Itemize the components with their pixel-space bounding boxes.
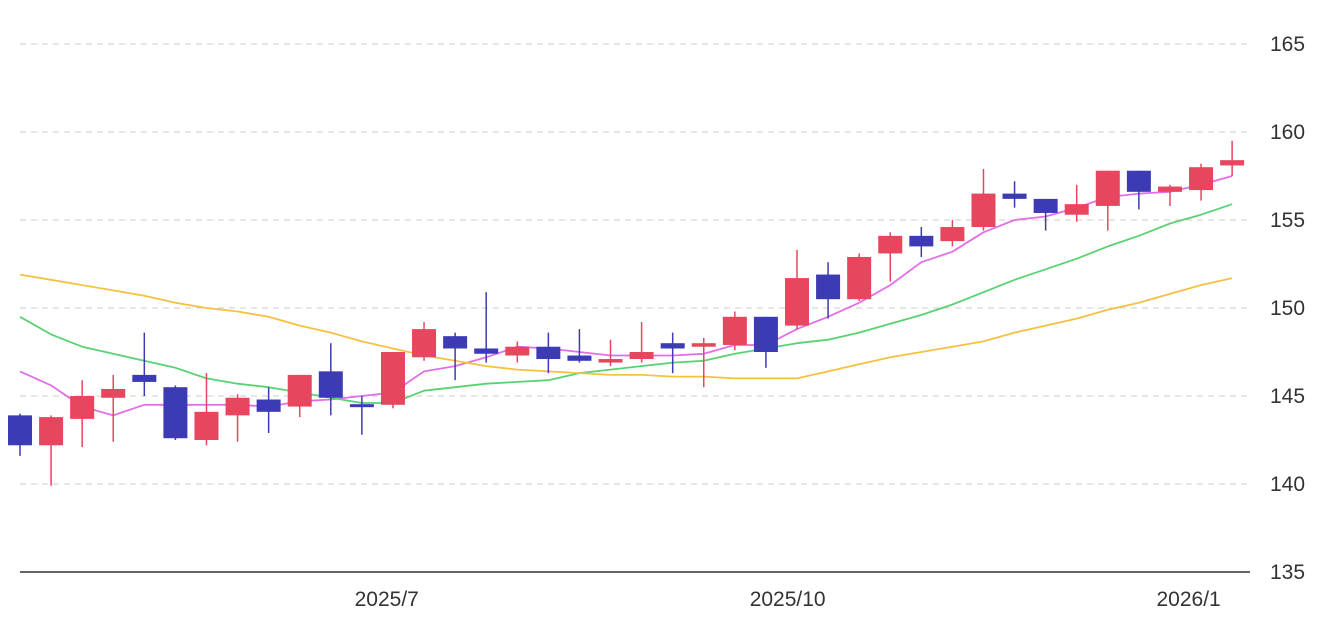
x-tick-label: 2026/1 — [1156, 588, 1220, 611]
candle-up — [1189, 163, 1214, 201]
y-axis-tick-labels: 135 140 145 150 155 160 165 — [1270, 33, 1305, 584]
y-tick-label: 135 — [1270, 561, 1305, 584]
candle-up — [1095, 170, 1120, 231]
candle-body — [785, 278, 809, 326]
candle-body — [474, 348, 499, 354]
candle-down — [132, 332, 157, 396]
y-tick-label: 155 — [1270, 209, 1305, 232]
candle-body — [660, 343, 685, 349]
candle-down — [753, 316, 778, 368]
candle-body — [443, 336, 468, 349]
candle-up — [785, 249, 809, 330]
candle-body — [1157, 186, 1182, 192]
candle-body — [536, 346, 561, 360]
candle-body — [1002, 193, 1027, 199]
candle-body — [132, 374, 157, 382]
candle-body — [722, 316, 747, 345]
candle-body — [1064, 204, 1089, 215]
candle-body — [940, 227, 965, 242]
candle-up — [940, 220, 965, 247]
candle-body — [194, 411, 219, 440]
candle-body — [1126, 170, 1151, 192]
candle-down — [349, 396, 374, 435]
candle-down — [816, 262, 841, 319]
x-tick-label: 2025/10 — [750, 588, 826, 611]
candle-body — [287, 374, 312, 407]
candle-body — [629, 352, 654, 360]
candle-down — [536, 332, 561, 374]
ma-mid-line — [19, 203, 1233, 404]
candle-up — [847, 253, 872, 301]
candle-down — [660, 332, 685, 374]
y-tick-label: 140 — [1270, 473, 1305, 496]
candle-up — [39, 415, 64, 486]
candle-up — [878, 232, 903, 282]
candle-body — [1033, 198, 1058, 213]
candle-down — [256, 387, 281, 433]
ma-short-line — [19, 175, 1233, 417]
candle-body — [847, 256, 872, 300]
candle-body — [816, 274, 841, 300]
candle-up — [629, 322, 654, 363]
candle-body — [598, 359, 623, 363]
candle-body — [380, 352, 405, 405]
candle-up — [691, 337, 716, 388]
candle-down — [567, 329, 592, 363]
candle-up — [70, 380, 95, 448]
candle-up — [1220, 140, 1245, 176]
y-tick-label: 150 — [1270, 297, 1305, 320]
candle-up — [1157, 184, 1182, 206]
candle-body — [349, 404, 374, 408]
candle-down — [474, 292, 499, 363]
candle-down — [1033, 198, 1058, 231]
candle-body — [8, 415, 32, 446]
y-tick-label: 165 — [1270, 33, 1305, 56]
x-axis-tick-labels: 2025/7 2025/10 2026/1 — [355, 588, 1221, 611]
candle-down — [909, 227, 934, 257]
x-tick-label: 2025/7 — [355, 588, 419, 611]
candle-down — [1126, 170, 1151, 210]
candle-body — [753, 316, 778, 352]
candle-body — [163, 387, 188, 439]
candle-body — [505, 346, 530, 356]
candle-up — [101, 374, 126, 442]
candle-up — [1064, 184, 1089, 222]
candle-down — [8, 413, 32, 456]
candle-up — [194, 373, 219, 446]
candle-body — [971, 193, 996, 228]
candle-body — [225, 397, 250, 416]
candle-body — [691, 343, 716, 347]
candle-down — [163, 385, 188, 440]
candle-up — [598, 339, 623, 367]
candle-body — [878, 235, 903, 254]
moving-average-lines — [19, 175, 1233, 417]
y-tick-label: 160 — [1270, 121, 1305, 144]
candle-up — [225, 394, 250, 442]
candle-up — [505, 341, 530, 363]
candles — [8, 140, 1245, 486]
candle-body — [1189, 167, 1214, 191]
ma-long-line — [19, 273, 1233, 380]
candle-up — [380, 352, 405, 409]
candle-body — [1095, 170, 1120, 206]
candle-body — [70, 396, 95, 419]
candle-body — [567, 355, 592, 361]
candle-up — [287, 374, 312, 418]
candle-down — [318, 343, 343, 416]
candle-up — [971, 168, 996, 231]
y-tick-label: 145 — [1270, 385, 1305, 408]
candle-down — [1002, 181, 1027, 208]
candle-body — [101, 388, 126, 398]
candle-body — [1220, 160, 1245, 166]
candle-up — [722, 311, 747, 351]
candle-body — [256, 399, 281, 412]
candle-down — [443, 332, 468, 381]
candle-up — [412, 322, 437, 361]
candle-body — [39, 417, 64, 446]
candle-body — [318, 371, 343, 398]
candle-body — [412, 329, 437, 358]
candle-body — [909, 235, 934, 247]
